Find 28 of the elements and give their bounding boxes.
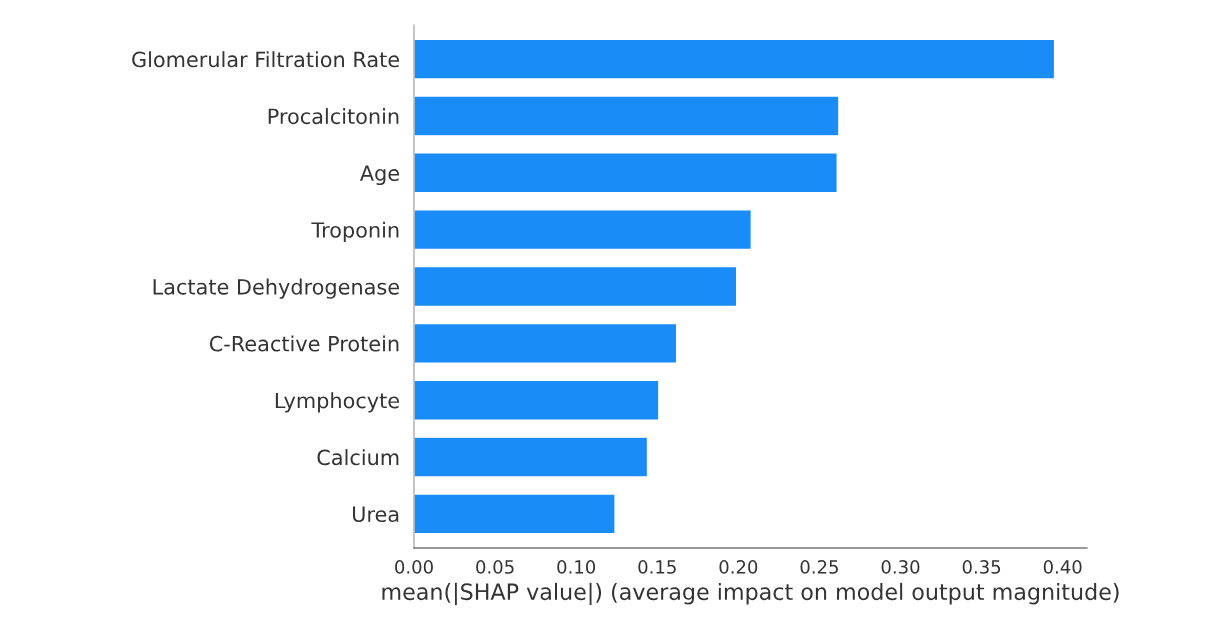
- x-tick-label: 0.35: [962, 560, 1001, 574]
- y-tick-label: Glomerular Filtration Rate: [132, 51, 400, 68]
- x-tick-label: 0.20: [719, 560, 758, 574]
- bar: [414, 152, 838, 194]
- y-tick-label: C-Reactive Protein: [209, 335, 399, 352]
- bar: [414, 493, 616, 535]
- y-tick-label: Lactate Dehydrogenase: [153, 278, 399, 299]
- y-tick-label: Urea: [352, 506, 399, 523]
- bar: [414, 322, 678, 364]
- x-tick-label: 0.40: [1043, 560, 1082, 574]
- bar: [414, 38, 1056, 80]
- bar: [414, 265, 738, 308]
- y-tick-label: Troponin: [311, 221, 399, 242]
- x-axis-title: mean(|SHAP value|) (average impact on model output magnitude): [382, 582, 1119, 606]
- bar: [414, 436, 649, 478]
- x-tick-label: 0.15: [638, 560, 676, 574]
- bar: [414, 209, 753, 251]
- y-tick-label: Age: [359, 165, 399, 186]
- y-tick-label: Procalcitonin: [268, 108, 399, 125]
- x-tick-label: 0.00: [395, 560, 433, 574]
- x-tick-label: 0.25: [800, 560, 838, 574]
- x-tick-label: 0.10: [557, 560, 596, 574]
- bar: [414, 95, 840, 137]
- x-tick-label: 0.30: [881, 560, 920, 574]
- y-tick-label: Calcium: [317, 449, 399, 466]
- y-tick-label: Lymphocyte: [275, 392, 399, 413]
- x-tick-label: 0.05: [476, 560, 514, 574]
- bar: [414, 379, 660, 421]
